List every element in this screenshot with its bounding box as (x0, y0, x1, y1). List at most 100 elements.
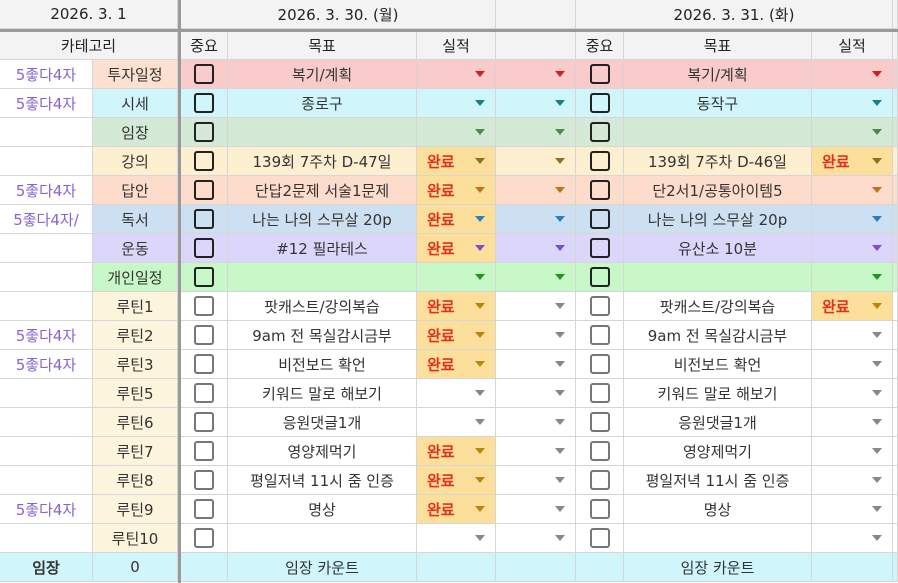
goal-cell[interactable]: 동작구 (624, 89, 812, 118)
importance-cell[interactable] (576, 234, 624, 263)
importance-checkbox[interactable] (589, 354, 610, 374)
importance-cell[interactable] (181, 89, 228, 118)
importance-checkbox[interactable] (194, 296, 214, 316)
importance-checkbox[interactable] (589, 528, 610, 548)
importance-cell[interactable] (181, 408, 228, 437)
dropdown-arrow-icon[interactable] (475, 158, 485, 164)
importance-checkbox[interactable] (589, 441, 610, 461)
blank-dropdown[interactable] (496, 176, 576, 205)
goal-cell[interactable] (228, 263, 417, 292)
importance-checkbox[interactable] (589, 267, 610, 287)
goal-cell[interactable]: 비전보드 확언 (624, 350, 812, 379)
result-dropdown[interactable]: 완료 (812, 292, 893, 321)
dropdown-arrow-icon[interactable] (555, 100, 565, 106)
importance-cell[interactable] (576, 495, 624, 524)
dropdown-arrow-icon[interactable] (475, 419, 485, 425)
importance-checkbox[interactable] (194, 470, 214, 490)
dropdown-arrow-icon[interactable] (475, 303, 485, 309)
blank-dropdown[interactable] (496, 118, 576, 147)
goal-cell[interactable]: 명상 (624, 495, 812, 524)
dropdown-arrow-icon[interactable] (555, 390, 565, 396)
result-dropdown[interactable]: 완료 (417, 292, 496, 321)
blank-dropdown[interactable] (496, 234, 576, 263)
dropdown-arrow-icon[interactable] (872, 129, 882, 135)
result-dropdown[interactable] (812, 437, 893, 466)
dropdown-arrow-icon[interactable] (872, 158, 882, 164)
blank-dropdown[interactable] (496, 466, 576, 495)
goal-cell[interactable]: 영양제먹기 (228, 437, 417, 466)
importance-cell[interactable] (576, 379, 624, 408)
result-dropdown[interactable] (417, 379, 496, 408)
dropdown-arrow-icon[interactable] (872, 419, 882, 425)
blank-dropdown[interactable] (496, 263, 576, 292)
goal-cell[interactable]: 키워드 말로 해보기 (228, 379, 417, 408)
dropdown-arrow-icon[interactable] (555, 187, 565, 193)
importance-cell[interactable] (576, 60, 624, 89)
importance-cell[interactable] (576, 524, 624, 553)
importance-cell[interactable] (576, 292, 624, 321)
importance-checkbox[interactable] (194, 122, 214, 142)
importance-cell[interactable] (181, 60, 228, 89)
dropdown-arrow-icon[interactable] (872, 245, 882, 251)
result-dropdown[interactable] (812, 89, 893, 118)
importance-cell[interactable] (576, 408, 624, 437)
result-dropdown[interactable] (812, 263, 893, 292)
dropdown-arrow-icon[interactable] (872, 100, 882, 106)
importance-checkbox[interactable] (589, 122, 610, 142)
importance-checkbox[interactable] (589, 383, 610, 403)
dropdown-arrow-icon[interactable] (555, 129, 565, 135)
goal-cell[interactable]: 응원댓글1개 (624, 408, 812, 437)
goal-cell[interactable]: 9am 전 목실감시금부 (624, 321, 812, 350)
result-dropdown[interactable] (417, 524, 496, 553)
goal-cell[interactable]: 단답2문제 서술1문제 (228, 176, 417, 205)
importance-checkbox[interactable] (194, 238, 214, 258)
result-dropdown[interactable] (417, 263, 496, 292)
result-dropdown[interactable] (812, 205, 893, 234)
dropdown-arrow-icon[interactable] (555, 535, 565, 541)
goal-cell[interactable] (228, 524, 417, 553)
dropdown-arrow-icon[interactable] (872, 361, 882, 367)
goal-cell[interactable]: 9am 전 목실감시금부 (228, 321, 417, 350)
dropdown-arrow-icon[interactable] (475, 535, 485, 541)
blank-dropdown[interactable] (496, 350, 576, 379)
result-dropdown[interactable]: 완료 (417, 350, 496, 379)
importance-cell[interactable] (576, 147, 624, 176)
blank-dropdown[interactable] (496, 524, 576, 553)
goal-cell[interactable]: 139회 7주차 D-47일 (228, 147, 417, 176)
importance-checkbox[interactable] (589, 93, 610, 113)
frozen-row-divider[interactable] (0, 29, 898, 32)
result-dropdown[interactable]: 완료 (417, 495, 496, 524)
result-dropdown[interactable] (812, 495, 893, 524)
dropdown-arrow-icon[interactable] (872, 187, 882, 193)
dropdown-arrow-icon[interactable] (555, 332, 565, 338)
blank-dropdown[interactable] (496, 437, 576, 466)
dropdown-arrow-icon[interactable] (872, 448, 882, 454)
importance-checkbox[interactable] (589, 180, 610, 200)
dropdown-arrow-icon[interactable] (475, 245, 485, 251)
dropdown-arrow-icon[interactable] (872, 535, 882, 541)
importance-checkbox[interactable] (589, 209, 610, 229)
blank-dropdown[interactable] (496, 495, 576, 524)
result-dropdown[interactable] (417, 118, 496, 147)
importance-checkbox[interactable] (194, 499, 214, 519)
dropdown-arrow-icon[interactable] (872, 216, 882, 222)
importance-cell[interactable] (576, 263, 624, 292)
dropdown-arrow-icon[interactable] (872, 274, 882, 280)
importance-checkbox[interactable] (194, 64, 214, 84)
result-dropdown[interactable]: 완료 (812, 147, 893, 176)
importance-cell[interactable] (181, 205, 228, 234)
importance-checkbox[interactable] (589, 64, 610, 84)
result-dropdown[interactable] (812, 408, 893, 437)
dropdown-arrow-icon[interactable] (872, 332, 882, 338)
importance-checkbox[interactable] (194, 180, 214, 200)
goal-cell[interactable]: 팟캐스트/강의복습 (228, 292, 417, 321)
importance-cell[interactable] (181, 234, 228, 263)
dropdown-arrow-icon[interactable] (475, 129, 485, 135)
goal-cell[interactable]: 키워드 말로 해보기 (624, 379, 812, 408)
result-dropdown[interactable] (812, 321, 893, 350)
goal-cell[interactable]: 평일저녁 11시 줌 인증 (228, 466, 417, 495)
importance-cell[interactable] (576, 205, 624, 234)
goal-cell[interactable]: 비전보드 확언 (228, 350, 417, 379)
dropdown-arrow-icon[interactable] (555, 303, 565, 309)
dropdown-arrow-icon[interactable] (475, 332, 485, 338)
